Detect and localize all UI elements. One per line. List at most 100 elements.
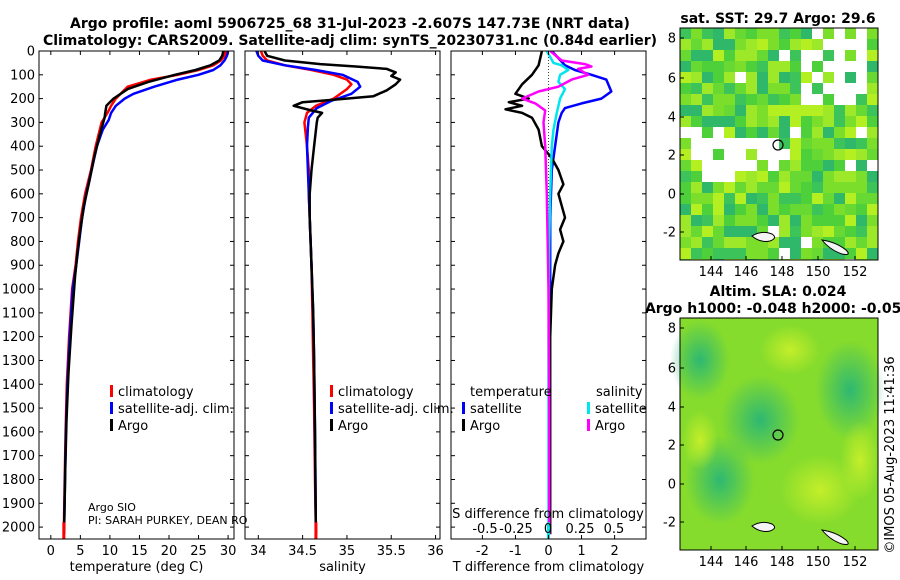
sst-cell <box>845 182 856 193</box>
sst-cell <box>757 61 768 72</box>
sst-cell <box>856 193 867 204</box>
sst-cell <box>724 138 735 149</box>
sst-cell <box>856 39 867 50</box>
figure-title-line2: Climatology: CARS2009. Satellite-adj cli… <box>43 33 657 49</box>
sst-cell <box>724 72 735 83</box>
argo-location-marker <box>772 429 784 441</box>
s-diff-tick-label: -0.5 <box>472 522 497 537</box>
series-line-s-argo <box>520 51 593 535</box>
sst-cell <box>680 61 691 72</box>
sst-cell <box>691 105 702 116</box>
sst-cell <box>834 72 845 83</box>
sst-cell <box>790 215 801 226</box>
sst-cell <box>834 182 845 193</box>
sst-cell <box>757 204 768 215</box>
sst-cell <box>713 160 724 171</box>
sst-cell <box>801 105 812 116</box>
sst-cell <box>757 127 768 138</box>
x-tick-label: 30 <box>220 544 237 559</box>
sst-cell <box>834 204 845 215</box>
sst-cell <box>746 237 757 248</box>
map-y-tick-label: 4 <box>668 111 676 126</box>
island-shape <box>751 231 776 242</box>
sst-cell <box>691 226 702 237</box>
sst-cell <box>823 182 834 193</box>
legend-swatch-clim <box>330 385 333 397</box>
sst-cell <box>680 94 691 105</box>
sst-cell <box>691 83 702 94</box>
y-tick-label: 400 <box>10 140 35 155</box>
sst-cell <box>834 171 845 182</box>
series-line-satellite-adj-clim- <box>255 51 362 535</box>
sst-cell <box>779 182 790 193</box>
sst-cell <box>812 237 823 248</box>
sst-cell <box>823 116 834 127</box>
timestamp-credit: ©IMOS 05-Aug-2023 11:41:36 <box>883 356 898 553</box>
sst-cell <box>724 182 735 193</box>
sst-cell <box>735 50 746 61</box>
sst-cell <box>779 83 790 94</box>
sst-cell <box>691 149 702 160</box>
sst-cell <box>812 127 823 138</box>
sal-series <box>255 51 402 539</box>
sst-cell <box>867 61 878 72</box>
legend-label-t-sat: satellite <box>470 402 522 417</box>
sst-cell <box>779 149 790 160</box>
sst-cell <box>757 171 768 182</box>
sst-cell <box>691 193 702 204</box>
sst-cell <box>790 72 801 83</box>
sst-cell <box>768 248 779 259</box>
sst-cell <box>779 248 790 259</box>
map-y-tick-label: 6 <box>668 72 676 87</box>
sst-cell <box>713 105 724 116</box>
sst-cell <box>713 138 724 149</box>
sst-cell <box>768 204 779 215</box>
map-y-tick-label: 2 <box>668 439 676 454</box>
map-y-tick-label: 0 <box>668 188 676 203</box>
sst-cell <box>867 116 878 127</box>
sst-cell <box>790 28 801 39</box>
map-x-tick-label: 144 <box>699 265 724 280</box>
sst-cell <box>779 105 790 116</box>
sst-cell <box>801 215 812 226</box>
x-tick-label: 10 <box>102 544 119 559</box>
sst-cell <box>746 28 757 39</box>
sst-cell <box>746 116 757 127</box>
sst-cell <box>724 193 735 204</box>
sst-cell <box>702 182 713 193</box>
legend-swatch-s-argo <box>587 419 590 431</box>
sst-cell <box>867 138 878 149</box>
sst-cell <box>702 193 713 204</box>
sst-cell <box>713 215 724 226</box>
sst-cell <box>724 248 735 259</box>
sst-cell <box>713 226 724 237</box>
sst-cell <box>834 193 845 204</box>
sst-cell <box>812 138 823 149</box>
sst-cell <box>834 83 845 94</box>
map-x-tick-label: 150 <box>806 555 831 570</box>
y-tick-label: 700 <box>10 211 35 226</box>
map-x-tick-label: 150 <box>806 265 831 280</box>
sst-cell <box>746 226 757 237</box>
sst-cell <box>724 39 735 50</box>
x-tick-label: 0 <box>544 544 552 559</box>
sst-cell <box>680 72 691 83</box>
sst-cell <box>867 94 878 105</box>
sal-legend: climatology satellite-adj. clim. Argo <box>330 385 454 434</box>
sst-cell <box>801 138 812 149</box>
diff-series <box>504 51 613 539</box>
sst-cell <box>834 61 845 72</box>
sst-cell <box>823 171 834 182</box>
sst-cell <box>680 28 691 39</box>
legend-swatch-argo <box>330 419 333 431</box>
sst-cell <box>757 138 768 149</box>
sal-frame <box>244 50 441 540</box>
sst-cell <box>856 28 867 39</box>
sla-blob <box>840 420 880 500</box>
island-shape <box>751 521 776 532</box>
sst-cell <box>735 61 746 72</box>
sst-cell <box>856 94 867 105</box>
sst-cell <box>735 182 746 193</box>
sst-cell <box>823 72 834 83</box>
sst-cell <box>812 61 823 72</box>
